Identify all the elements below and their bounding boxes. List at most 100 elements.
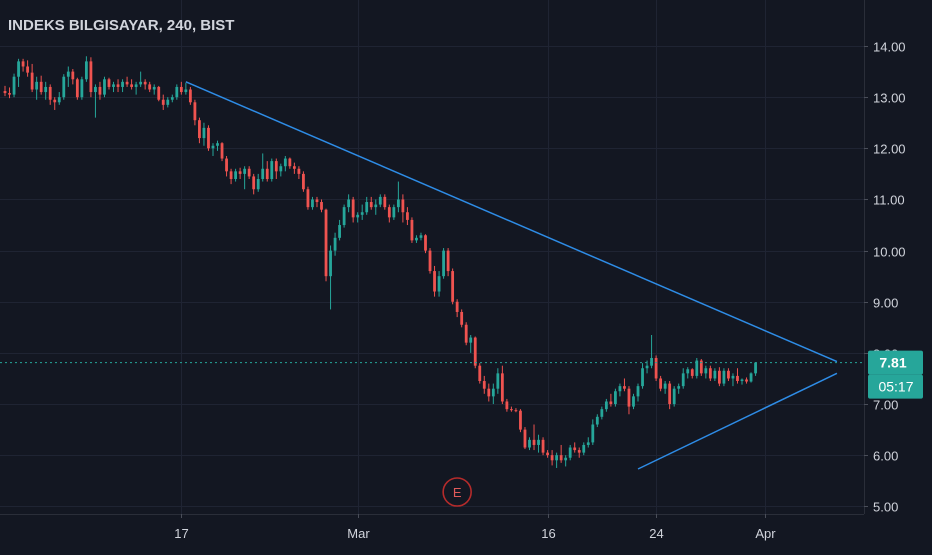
candle: [139, 71, 143, 87]
candle: [320, 199, 323, 213]
candle: [419, 232, 423, 241]
candle: [71, 69, 75, 85]
time-axis[interactable]: 17 Mar 16 24 Apr: [0, 514, 864, 541]
candle-body: [148, 84, 152, 90]
candle-body: [274, 161, 278, 172]
candle-body: [591, 424, 595, 443]
candle-body: [677, 386, 681, 389]
candle-body: [184, 89, 188, 93]
candle: [609, 393, 613, 407]
candle-body: [713, 370, 717, 379]
candle: [324, 208, 328, 282]
candle-body: [469, 337, 473, 343]
candle: [677, 383, 681, 394]
candle-body: [573, 447, 577, 451]
candle: [143, 79, 147, 90]
x-grid: [181, 0, 766, 514]
candle-body: [369, 202, 373, 208]
grid: [0, 46, 864, 507]
candle: [342, 204, 346, 228]
candle-body: [342, 207, 346, 226]
candle: [704, 365, 708, 379]
candle-body: [627, 388, 631, 407]
candle: [247, 166, 251, 180]
candle-body: [442, 250, 445, 277]
candle: [464, 322, 468, 346]
candle: [12, 73, 16, 98]
candle: [3, 85, 7, 97]
candle-body: [704, 368, 708, 374]
candle: [84, 56, 88, 82]
candle-body: [722, 370, 726, 384]
price-tick-label: 10.00: [873, 245, 906, 260]
candle: [365, 196, 369, 215]
candle: [152, 84, 156, 95]
candle-body: [537, 439, 540, 445]
candle-body: [510, 409, 513, 411]
candle-body: [57, 97, 61, 103]
candle-body: [94, 86, 97, 93]
candle-body: [464, 324, 468, 343]
candle-body: [419, 235, 423, 238]
candle: [532, 424, 536, 451]
earnings-marker[interactable]: E: [442, 477, 472, 507]
candle: [487, 383, 491, 402]
trendlines[interactable]: [185, 81, 838, 470]
candle-body: [650, 358, 653, 366]
candle: [369, 196, 373, 210]
candle-body: [125, 81, 129, 85]
candle-body: [71, 71, 75, 80]
candle-body: [17, 61, 20, 77]
candle: [392, 204, 396, 220]
candle: [166, 97, 170, 108]
time-tick-label: 16: [541, 526, 555, 541]
candle-body: [292, 166, 296, 169]
candle: [48, 84, 52, 105]
candle: [582, 442, 586, 456]
candle: [8, 87, 11, 99]
candle: [211, 143, 215, 156]
candle-body: [491, 388, 495, 397]
candle: [510, 406, 513, 412]
candle: [708, 365, 712, 382]
candle: [401, 194, 405, 223]
candle-body: [152, 86, 156, 90]
candle: [586, 437, 590, 448]
candle-body: [3, 91, 7, 94]
candle: [727, 368, 730, 382]
candle-body: [98, 86, 102, 95]
candle-body: [654, 358, 658, 379]
time-tick-label: Apr: [755, 526, 776, 541]
candle-body: [329, 250, 332, 277]
candle-body: [500, 373, 504, 402]
candle-body: [392, 207, 396, 218]
candle-body: [541, 439, 545, 453]
candle: [699, 359, 703, 376]
candle: [17, 58, 20, 87]
candle: [568, 444, 572, 461]
trendline[interactable]: [185, 81, 838, 363]
candle-body: [604, 401, 608, 410]
candle: [528, 437, 531, 451]
candle-body: [220, 143, 224, 159]
candle-body: [166, 99, 170, 105]
candle: [306, 186, 310, 210]
candle: [614, 388, 617, 407]
candle-body: [8, 93, 11, 95]
earnings-marker-label: E: [453, 485, 462, 500]
candle-body: [234, 171, 237, 180]
candle-body: [641, 368, 644, 387]
candle: [663, 381, 667, 394]
price-axis[interactable]: 5.006.007.008.009.0010.0011.0012.0013.00…: [864, 0, 906, 515]
trendline[interactable]: [637, 372, 838, 470]
candle-body: [699, 360, 703, 374]
candle: [283, 155, 287, 172]
candle: [44, 81, 48, 100]
candle: [62, 74, 66, 100]
candle: [125, 76, 129, 87]
candle: [636, 383, 640, 402]
candle-body: [519, 410, 522, 430]
candle-body: [229, 171, 233, 180]
